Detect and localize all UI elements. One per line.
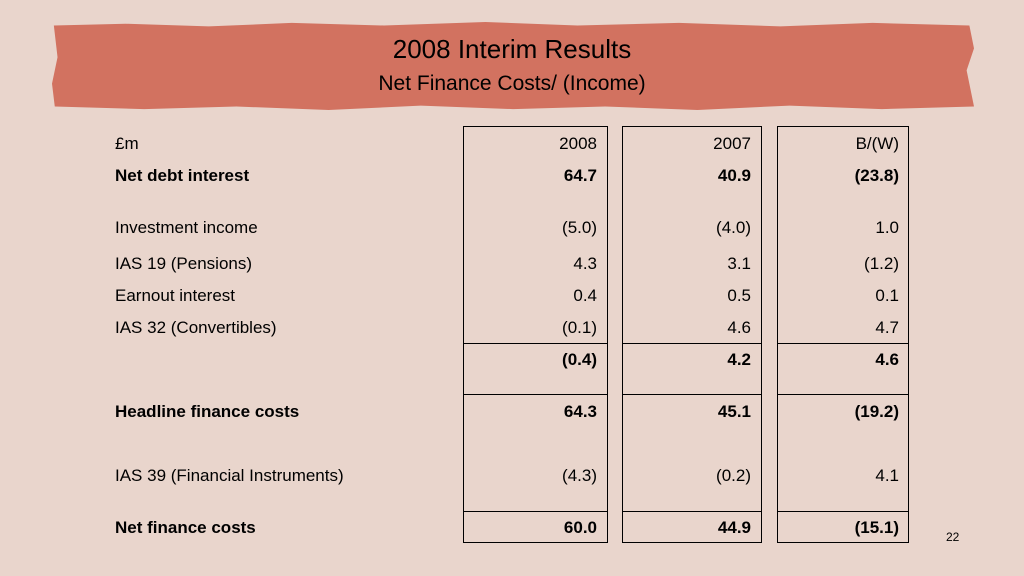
row-label-earnout-interest: Earnout interest — [115, 286, 236, 305]
column-header-2008: 2008 — [559, 134, 597, 153]
row-label-ias39: IAS 39 (Financial Instruments) — [115, 466, 344, 485]
cell-2007: 40.9 — [717, 166, 751, 185]
column-header-bw: B/(W) — [855, 134, 899, 153]
cell-2008: 4.3 — [573, 254, 597, 273]
subtotal-rule-2008 — [463, 343, 608, 344]
slide-title: 2008 Interim Results — [392, 34, 632, 64]
row-label-net-debt-interest: Net debt interest — [115, 166, 250, 185]
slide-subtitle: Net Finance Costs/ (Income) — [378, 72, 646, 95]
cell-bw: (1.2) — [864, 254, 899, 273]
page-number: 22 — [946, 530, 960, 544]
row-label-ias32: IAS 32 (Convertibles) — [115, 318, 277, 337]
cell-2007: 44.9 — [717, 518, 751, 537]
cell-bw: 1.0 — [875, 218, 899, 237]
cell-2008: 0.4 — [573, 286, 597, 305]
headline-rule-2007 — [622, 394, 762, 395]
cell-bw: 0.1 — [875, 286, 899, 305]
row-label-net-finance-costs: Net finance costs — [115, 518, 256, 537]
cell-2008: (0.4) — [562, 350, 597, 369]
title-banner — [52, 22, 974, 110]
cell-2008: 60.0 — [563, 518, 597, 537]
subtotal-rule-bw — [777, 343, 909, 344]
cell-bw: (19.2) — [854, 402, 899, 421]
cell-bw: (15.1) — [854, 518, 899, 537]
row-label-investment-income: Investment income — [115, 218, 258, 237]
cell-2007: (4.0) — [716, 218, 751, 237]
subtotal-rule-2007 — [622, 343, 762, 344]
headline-rule-bw — [777, 394, 909, 395]
cell-bw: (23.8) — [854, 166, 899, 185]
column-box-2008 — [463, 126, 608, 543]
column-box-bw — [777, 126, 909, 543]
cell-bw: 4.7 — [875, 318, 899, 337]
total-rule-2008 — [463, 511, 608, 512]
cell-2007: 0.5 — [727, 286, 751, 305]
column-header-unit: £m — [115, 134, 139, 153]
headline-rule-2008 — [463, 394, 608, 395]
cell-2007: 4.6 — [727, 318, 751, 337]
total-rule-bw — [777, 511, 909, 512]
column-header-2007: 2007 — [713, 134, 751, 153]
cell-bw: 4.6 — [875, 350, 899, 369]
cell-bw: 4.1 — [875, 466, 899, 485]
cell-2008: (4.3) — [562, 466, 597, 485]
cell-2007: 3.1 — [727, 254, 751, 273]
column-box-2007 — [622, 126, 762, 543]
cell-2008: 64.3 — [563, 402, 597, 421]
cell-2008: 64.7 — [563, 166, 597, 185]
cell-2007: (0.2) — [716, 466, 751, 485]
row-label-ias19: IAS 19 (Pensions) — [115, 254, 253, 273]
cell-2007: 45.1 — [717, 402, 751, 421]
cell-2008: (0.1) — [562, 318, 597, 337]
cell-2008: (5.0) — [562, 218, 597, 237]
total-rule-2007 — [622, 511, 762, 512]
row-label-headline-finance-costs: Headline finance costs — [115, 402, 300, 421]
cell-2007: 4.2 — [727, 350, 751, 369]
